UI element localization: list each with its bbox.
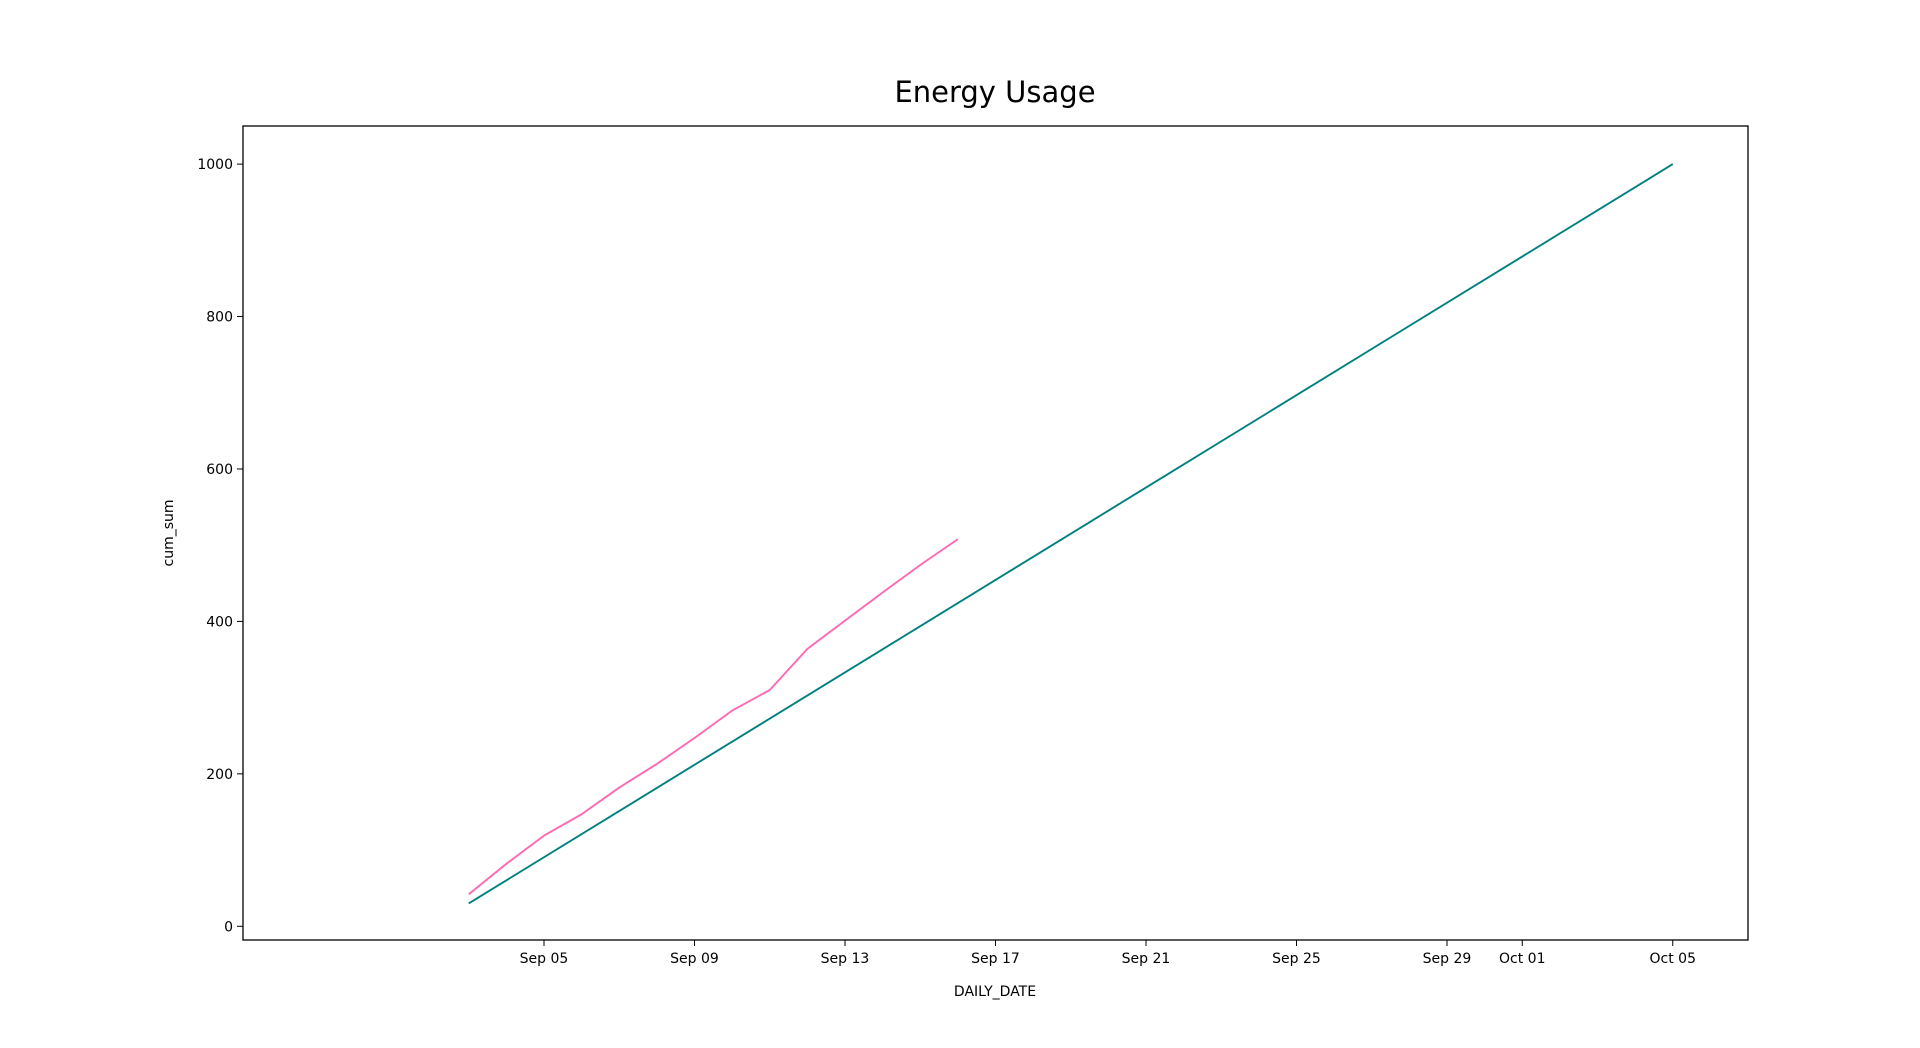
x-tick-label: Sep 21 <box>1122 951 1171 967</box>
y-tick-label: 1000 <box>197 157 233 173</box>
y-tick-label: 400 <box>206 614 233 630</box>
y-tick-label: 0 <box>224 919 233 935</box>
x-axis: Sep 05 Sep 09 Sep 13 Sep 17 Sep 21 Sep 25 Sep … <box>520 940 1696 967</box>
series-line-1 <box>468 538 959 896</box>
x-axis-label: DAILY_DATE <box>954 984 1036 1000</box>
x-tick-label: Sep 29 <box>1423 951 1472 967</box>
x-tick-label: Oct 05 <box>1650 951 1696 967</box>
x-tick-label: Sep 05 <box>520 951 569 967</box>
x-tick-label: Sep 17 <box>971 951 1020 967</box>
x-tick-label: Oct 01 <box>1499 951 1545 967</box>
y-tick-label: 800 <box>206 310 233 326</box>
x-tick-label: Sep 25 <box>1272 951 1321 967</box>
chart-title: Energy Usage <box>894 75 1095 109</box>
x-tick-label: Sep 09 <box>670 951 719 967</box>
y-tick-label: 200 <box>206 767 233 783</box>
y-axis-label: cum_sum <box>161 499 177 566</box>
x-tick-label: Sep 13 <box>821 951 870 967</box>
series-line-2 <box>468 163 1674 905</box>
plot-frame <box>242 125 1749 941</box>
series-layer <box>468 163 1674 905</box>
y-axis: 0 200 400 600 800 1000 <box>197 157 243 935</box>
y-tick-label: 600 <box>206 462 233 478</box>
